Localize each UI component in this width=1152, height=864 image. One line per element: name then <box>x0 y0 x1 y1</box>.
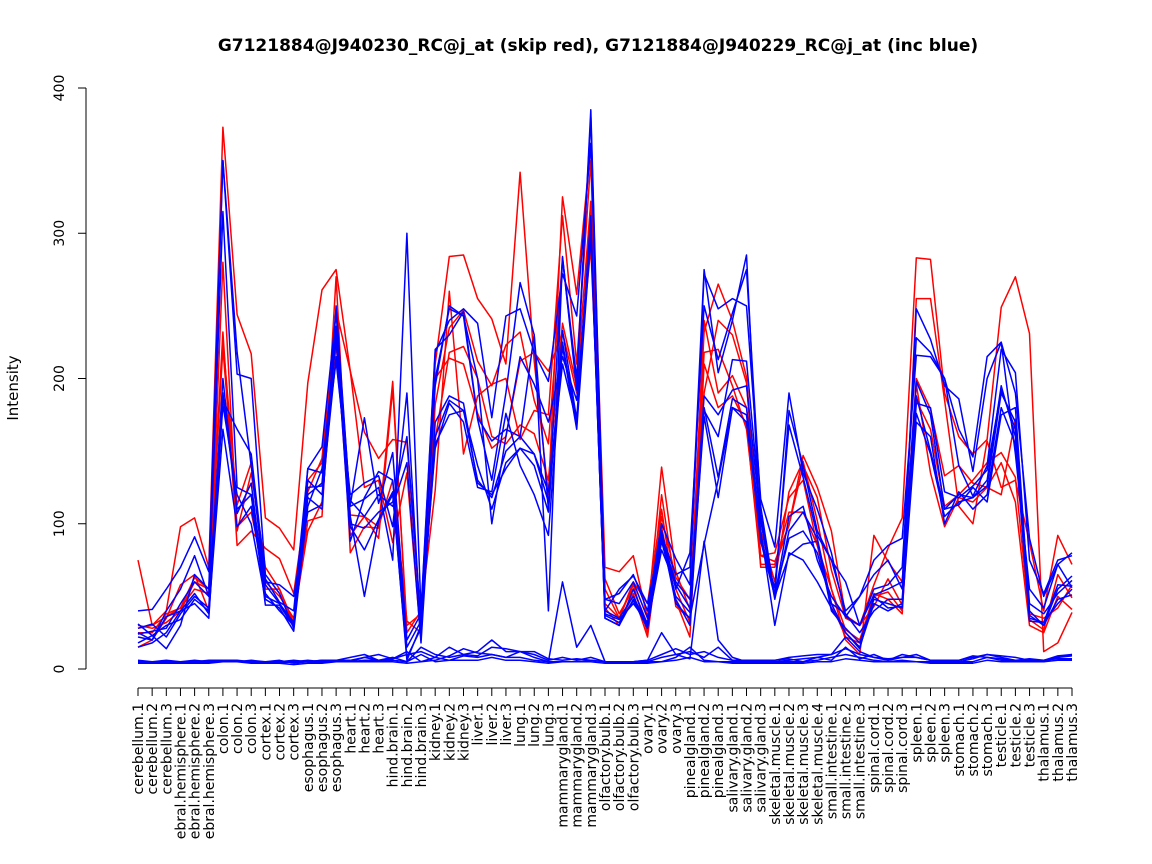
x-tick-label: kidney.1 <box>428 703 444 761</box>
x-tick-label: spinal.cord.1 <box>867 703 883 793</box>
x-tick-label: mammarygland.2 <box>570 703 586 828</box>
y-tick-label: 300 <box>52 220 68 247</box>
x-tick-label: skeletal.muscle.4 <box>810 703 826 825</box>
x-tick-label: cerebellum.2 <box>145 703 161 795</box>
x-tick-label: olfactory.bulb.3 <box>626 703 642 811</box>
x-tick-label: ebral.hemisphere.2 <box>188 703 204 839</box>
x-tick-label: lung.2 <box>527 703 543 747</box>
y-tick-label: 200 <box>52 365 68 392</box>
x-tick-label: ovary.3 <box>669 703 685 754</box>
x-tick-label: testicle.3 <box>1023 703 1039 767</box>
x-tick-label: colon.1 <box>216 703 232 754</box>
x-tick-label: cortex.2 <box>273 703 289 761</box>
x-tick-label: liver.1 <box>471 703 487 746</box>
x-tick-label: mammarygland.3 <box>584 703 600 828</box>
x-tick-label: small.intestine.3 <box>853 703 869 819</box>
x-tick-label: olfactory.bulb.2 <box>612 703 628 811</box>
series-line-18 <box>138 639 1073 663</box>
x-tick-label: salivary.gland.2 <box>740 703 756 812</box>
chart-title: G7121884@J940230_RC@j_at (skip red), G71… <box>218 36 978 56</box>
series-line-16 <box>138 646 1072 663</box>
y-tick-label: 400 <box>52 75 68 102</box>
y-tick-label: 100 <box>52 510 68 537</box>
x-tick-label: hind.brain.3 <box>414 703 430 787</box>
x-tick-label: mammarygland.1 <box>556 703 572 828</box>
x-tick-label: thalamus.2 <box>1051 703 1067 782</box>
x-tick-label: kidney.2 <box>442 703 458 761</box>
x-tick-label: skeletal.muscle.2 <box>782 703 798 825</box>
x-tick-label: pinealgland.2 <box>697 703 713 798</box>
x-tick-label: pinealgland.1 <box>683 703 699 798</box>
series-line-17 <box>138 656 1072 666</box>
x-tick-label: heart.1 <box>343 703 359 754</box>
x-tick-label: testicle.2 <box>1008 703 1024 767</box>
x-tick-label: spinal.cord.3 <box>895 703 911 793</box>
x-tick-label: ebral.hemisphere.3 <box>202 703 218 839</box>
x-tick-label: pinealgland.3 <box>711 703 727 798</box>
x-tick-label: cortex.3 <box>287 703 303 761</box>
x-tick-label: spleen.3 <box>938 703 954 763</box>
x-tick-label: spinal.cord.2 <box>881 703 897 793</box>
x-tick-label: spleen.2 <box>924 703 940 763</box>
x-tick-label: olfactory.bulb.1 <box>598 703 614 811</box>
x-tick-label: hind.brain.1 <box>386 703 402 787</box>
x-tick-label: ovary.2 <box>655 703 671 754</box>
x-tick-label: ovary.1 <box>641 703 657 754</box>
x-tick-label: cortex.1 <box>258 703 274 761</box>
x-tick-label: lung.1 <box>513 703 529 747</box>
x-tick-label: cerebellum.1 <box>131 703 147 795</box>
x-tick-label: heart.3 <box>372 703 388 754</box>
x-tick-label: esophagus.3 <box>329 703 345 792</box>
x-tick-label: testicle.1 <box>994 703 1010 767</box>
x-tick-label: thalamus.3 <box>1065 703 1081 782</box>
x-tick-label: colon.3 <box>244 703 260 754</box>
x-tick-label: spleen.1 <box>909 703 925 763</box>
x-tick-label: stomach.1 <box>952 703 968 777</box>
x-tick-label: lung.3 <box>541 703 557 747</box>
x-tick-label: small.intestine.1 <box>824 703 840 819</box>
x-tick-label: kidney.3 <box>457 703 473 761</box>
x-tick-label: liver.3 <box>499 703 515 746</box>
x-tick-label: liver.2 <box>485 703 501 746</box>
series-line-13 <box>137 231 1073 659</box>
y-tick-label: 0 <box>52 665 68 674</box>
x-tick-label: ebral.hemisphere.1 <box>174 703 190 839</box>
x-tick-label: colon.2 <box>230 703 246 754</box>
x-tick-label: skeletal.muscle.1 <box>768 703 784 825</box>
x-tick-label: small.intestine.2 <box>839 703 855 819</box>
x-tick-label: heart.2 <box>357 703 373 754</box>
x-tick-label: esophagus.2 <box>315 703 331 792</box>
x-tick-label: esophagus.1 <box>301 703 317 792</box>
x-tick-label: thalamus.1 <box>1037 703 1053 782</box>
x-tick-label: hind.brain.2 <box>400 703 416 787</box>
x-tick-label: stomach.2 <box>966 703 982 777</box>
x-tick-label: salivary.gland.1 <box>725 703 741 812</box>
x-tick-label: skeletal.muscle.3 <box>796 703 812 825</box>
x-axis: cerebellum.1cerebellum.2cerebellum.3ebra… <box>131 687 1081 839</box>
series-layer <box>137 109 1073 666</box>
x-tick-label: salivary.gland.3 <box>754 703 770 812</box>
x-tick-label: stomach.3 <box>980 703 996 777</box>
y-axis-label: Intensity <box>4 355 22 420</box>
y-axis: 0 100 200 300 400 <box>52 75 87 674</box>
x-tick-label: cerebellum.3 <box>159 703 175 795</box>
